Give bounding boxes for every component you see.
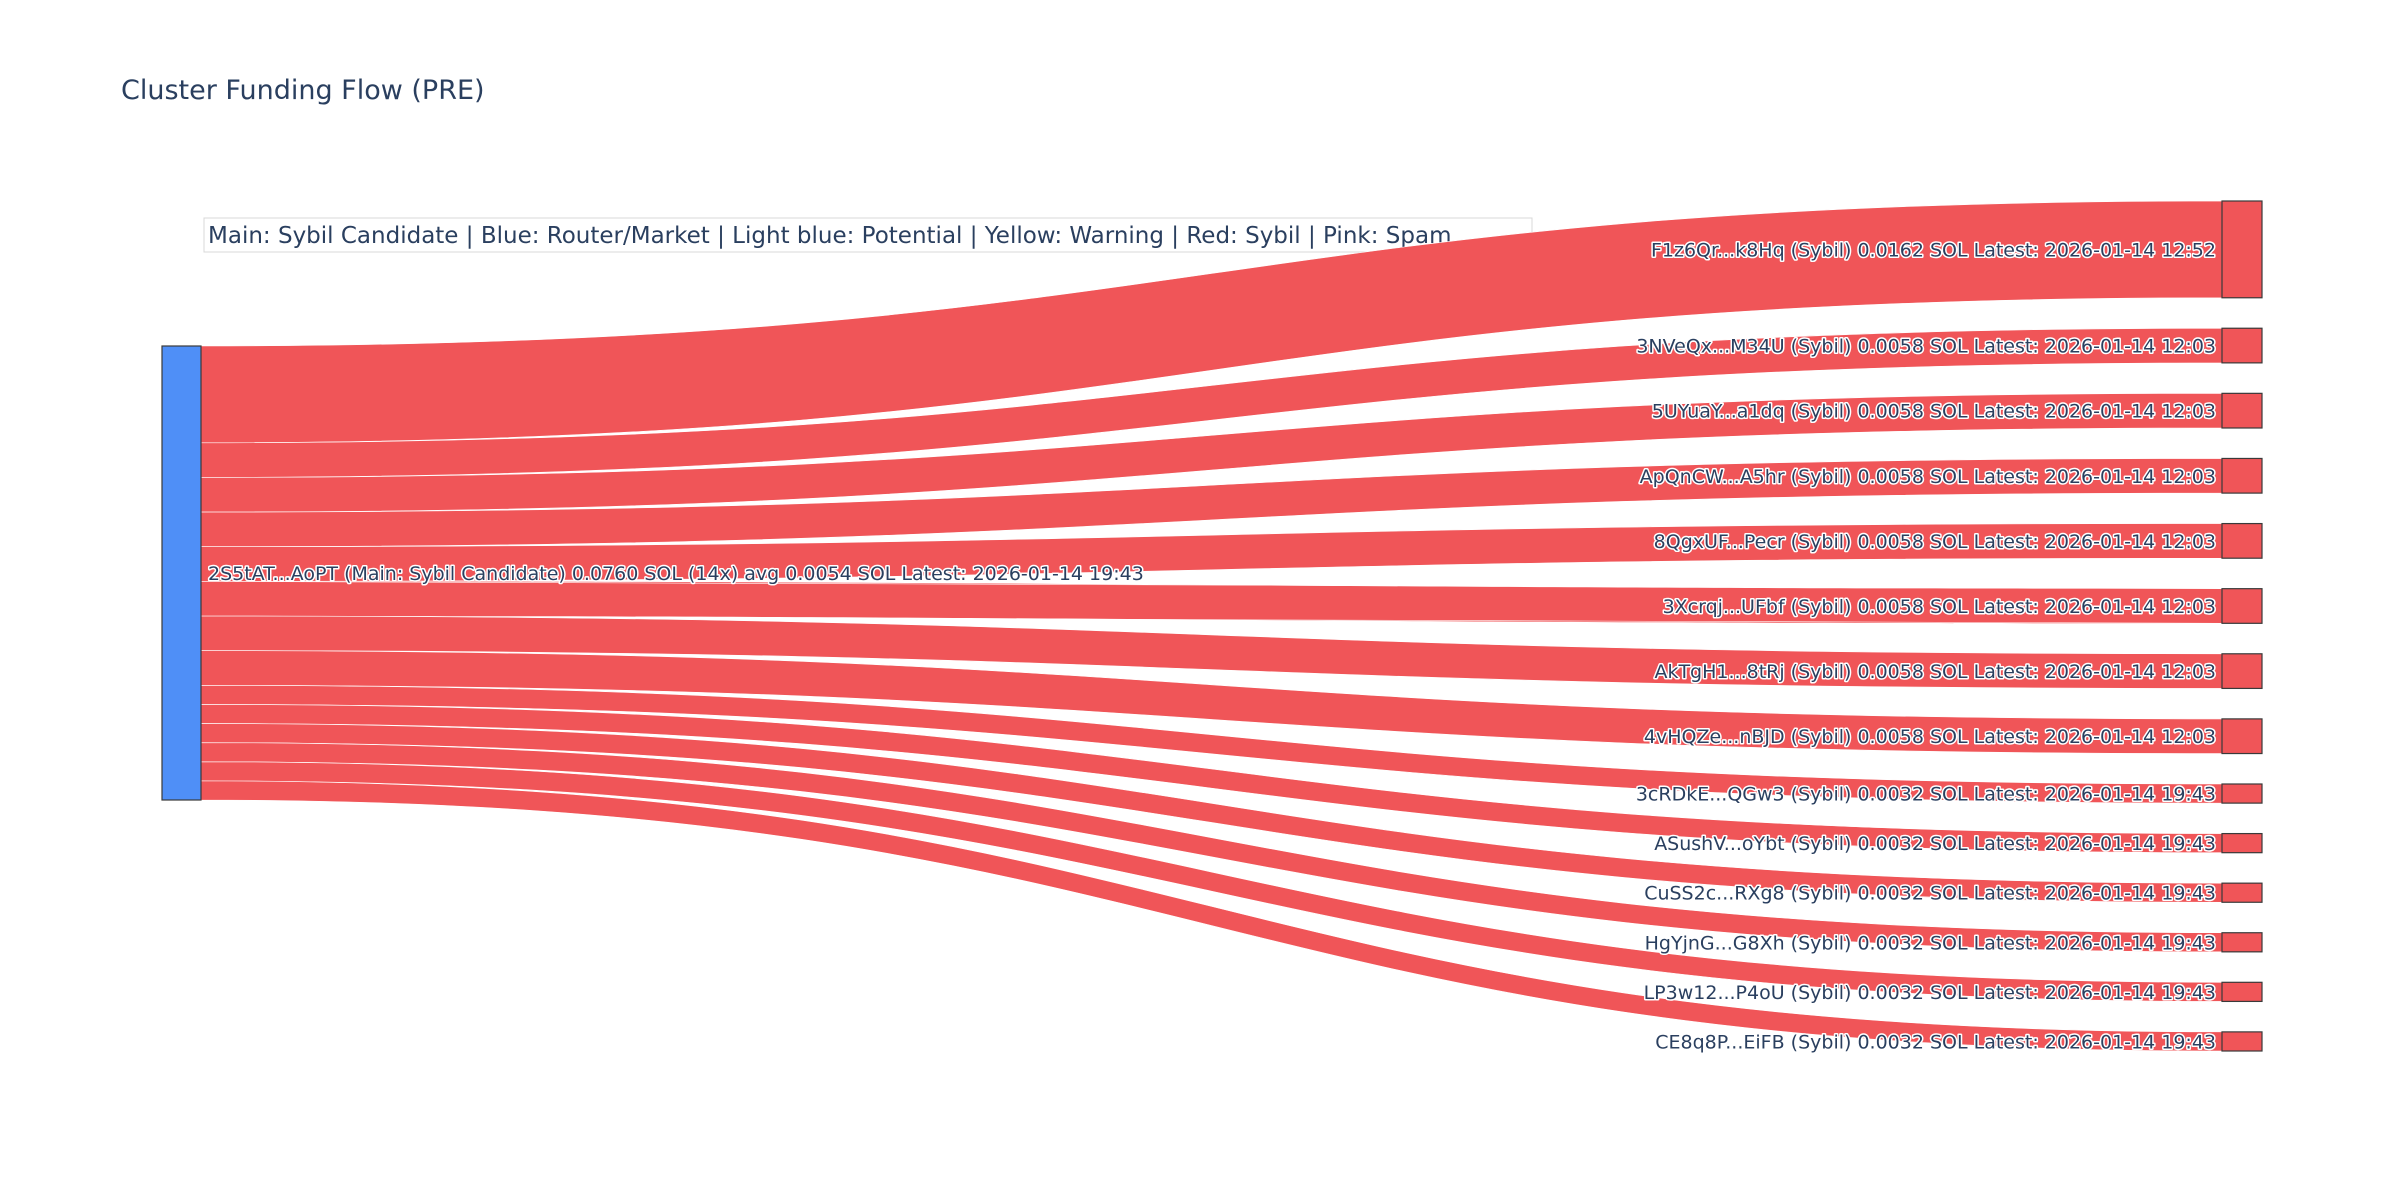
target-node[interactable] — [2221, 1031, 2263, 1052]
target-node-label: F1z6Qr...k8Hq (Sybil) 0.0162 SOL Latest:… — [1651, 239, 2216, 261]
target-node[interactable] — [2221, 832, 2263, 854]
target-node-label: ASushV...oYbt (Sybil) 0.0032 SOL Latest:… — [1654, 833, 2216, 855]
target-node[interactable] — [2221, 783, 2263, 804]
target-node-label: CuSS2c...RXg8 (Sybil) 0.0032 SOL Latest:… — [1644, 883, 2216, 905]
target-node-label: ApQnCW...A5hr (Sybil) 0.0058 SOL Latest:… — [1640, 466, 2216, 488]
target-node[interactable] — [2221, 327, 2263, 364]
target-node[interactable] — [2221, 653, 2263, 690]
target-node[interactable] — [2221, 932, 2263, 953]
target-node[interactable] — [2221, 718, 2263, 755]
target-node[interactable] — [2221, 457, 2263, 494]
target-node[interactable] — [2221, 981, 2263, 1003]
legend-annotation: Main: Sybil Candidate | Blue: Router/Mar… — [203, 217, 1533, 253]
flow-node-labels: F1z6Qr...k8Hq (Sybil) 0.0162 SOL Latest:… — [207, 238, 2218, 1055]
target-node-label: CE8q8P...EiFB (Sybil) 0.0032 SOL Latest:… — [1655, 1031, 2216, 1053]
target-node-label: LP3w12...P4oU (Sybil) 0.0032 SOL Latest:… — [1644, 982, 2216, 1004]
chart-title: Cluster Funding Flow (PRE) — [121, 75, 485, 106]
target-node-label: HgYjnG...G8Xh (Sybil) 0.0032 SOL Latest:… — [1645, 932, 2216, 954]
target-node[interactable] — [2221, 522, 2263, 559]
legend-annotation-box — [203, 217, 1533, 253]
target-node[interactable] — [2221, 882, 2263, 903]
flow-links — [200, 200, 2223, 1052]
flow-nodes — [161, 200, 2263, 1052]
target-node-label: 5UYuaY...a1dq (Sybil) 0.0058 SOL Latest:… — [1652, 401, 2216, 423]
target-node-label: AkTgH1...8tRj (Sybil) 0.0058 SOL Latest:… — [1654, 661, 2216, 683]
target-node[interactable] — [2221, 200, 2263, 299]
target-node-label: 3cRDkE...QGw3 (Sybil) 0.0032 SOL Latest:… — [1636, 784, 2216, 806]
source-node[interactable] — [161, 345, 202, 801]
target-node-label: 4vHQZe...nBJD (Sybil) 0.0058 SOL Latest:… — [1644, 726, 2216, 748]
target-node-label: 8QgxUF...Pecr (Sybil) 0.0058 SOL Latest:… — [1654, 531, 2216, 553]
target-node-label: 3Xcrqj...UFbf (Sybil) 0.0058 SOL Latest:… — [1663, 596, 2216, 618]
source-node-label: 2S5tAT...AoPT (Main: Sybil Candidate) 0.… — [208, 563, 1144, 585]
target-node[interactable] — [2221, 588, 2263, 624]
target-node[interactable] — [2221, 392, 2263, 429]
legend-annotation-text: Main: Sybil Candidate | Blue: Router/Mar… — [208, 223, 1451, 249]
target-node-label: 3NVeQx...M34U (Sybil) 0.0058 SOL Latest:… — [1636, 336, 2216, 358]
